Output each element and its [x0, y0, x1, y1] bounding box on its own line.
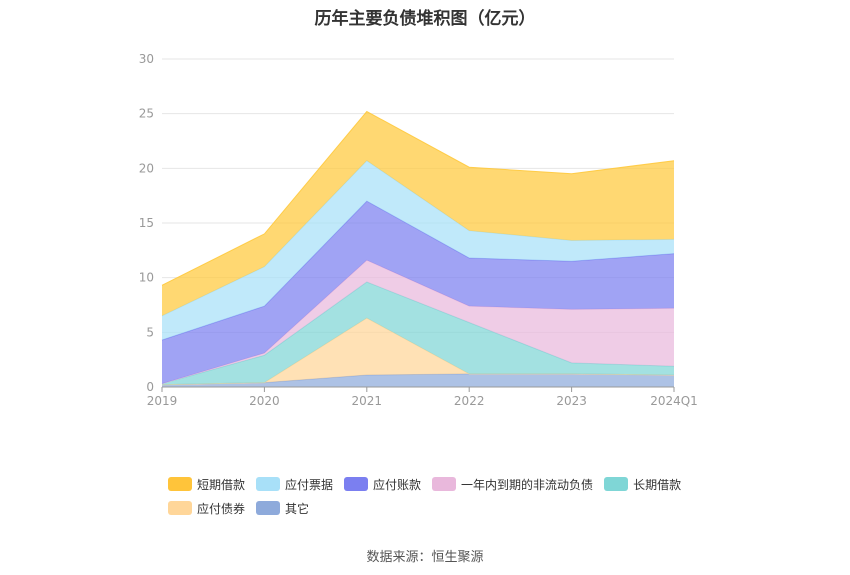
x-tick-label: 2022: [454, 394, 485, 408]
legend-row: 短期借款 应付票据 应付账款 一年内到期的非流动负债 长期借款: [168, 472, 728, 496]
legend-item-bonds-payable[interactable]: 应付债券: [168, 500, 245, 517]
legend-item-short-term-loans[interactable]: 短期借款: [168, 476, 245, 493]
y-tick-label: 10: [139, 271, 154, 285]
legend-swatch: [256, 477, 281, 491]
legend-label: 短期借款: [197, 477, 246, 492]
legend-row: 应付债券 其它: [168, 496, 728, 520]
x-tick-label: 2019: [147, 394, 178, 408]
area-series: [162, 111, 674, 316]
legend-swatch: [168, 501, 192, 515]
y-tick-label: 25: [139, 107, 154, 121]
y-tick-label: 5: [146, 325, 154, 339]
legend-swatch: [604, 477, 629, 491]
legend-swatch: [256, 501, 281, 515]
y-tick-label: 15: [139, 216, 154, 230]
area-series: [162, 373, 674, 387]
legend-label: 应付债券: [197, 501, 246, 516]
legend-label: 应付账款: [373, 477, 422, 492]
x-tick-label: 2020: [249, 394, 280, 408]
legend-swatch: [432, 477, 457, 491]
legend-item-other[interactable]: 其它: [256, 500, 309, 517]
legend-label: 其它: [285, 501, 310, 516]
legend-swatch: [168, 477, 192, 491]
area-series: [162, 260, 674, 384]
legend-item-notes-payable[interactable]: 应付票据: [256, 476, 333, 493]
legend-label: 应付票据: [285, 477, 334, 492]
area-series: [162, 282, 674, 385]
legend-item-accounts-payable[interactable]: 应付账款: [344, 476, 421, 493]
chart-title: 历年主要负债堆积图（亿元）: [314, 9, 536, 29]
data-source: 数据来源：恒生聚源: [366, 550, 484, 565]
y-tick-label: 30: [139, 52, 154, 66]
x-tick-label: 2024Q1: [650, 394, 698, 408]
legend-label: 长期借款: [633, 477, 682, 492]
legend-label: 一年内到期的非流动负债: [461, 477, 594, 492]
y-tick-label: 20: [139, 161, 154, 175]
legend-item-long-term-loans[interactable]: 长期借款: [604, 476, 681, 493]
area-series: [162, 160, 674, 340]
legend-swatch: [344, 477, 369, 491]
area-series-line: [161, 110, 675, 286]
area-series: [162, 201, 674, 384]
area-series: [162, 318, 674, 385]
legend: 短期借款 应付票据 应付账款 一年内到期的非流动负债 长期借款 应付债: [168, 472, 728, 520]
legend-item-current-noncurrent-liabilities[interactable]: 一年内到期的非流动负债: [432, 476, 593, 493]
y-tick-label: 0: [146, 380, 154, 394]
x-tick-label: 2021: [352, 394, 383, 408]
x-tick-label: 2023: [556, 394, 587, 408]
